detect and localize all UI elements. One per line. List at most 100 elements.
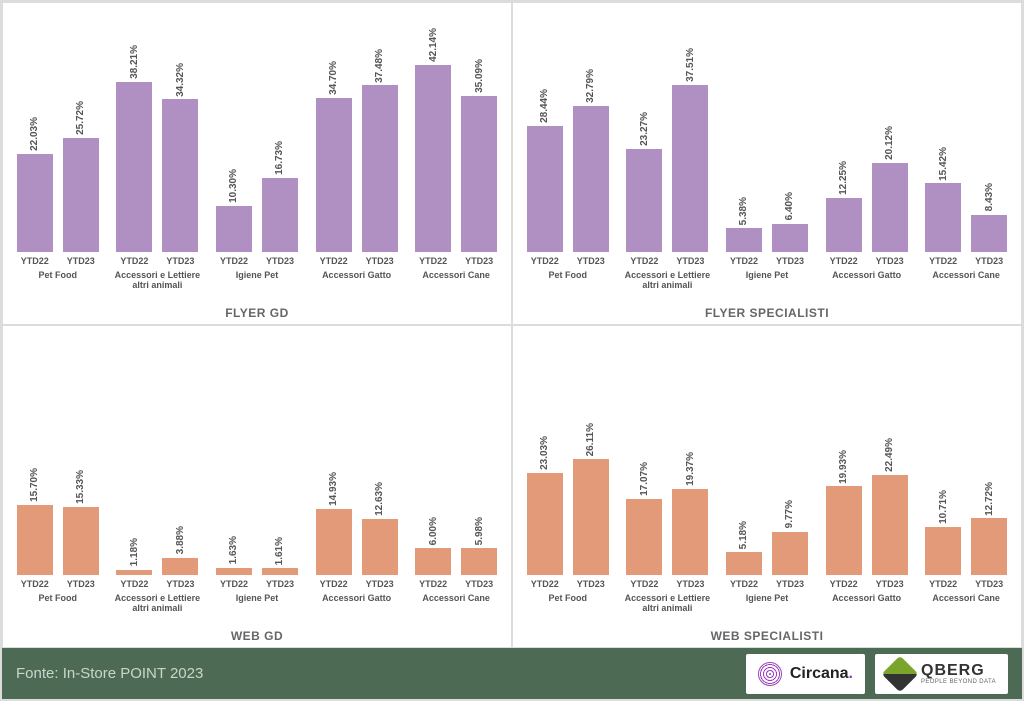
year-label: YTD22: [724, 579, 764, 589]
year-label: YTD23: [969, 579, 1009, 589]
bar: [672, 489, 708, 575]
year-label: YTD23: [459, 579, 499, 589]
bar: [116, 570, 152, 575]
year-row: YTD22YTD23: [411, 579, 501, 589]
year-label: YTD22: [525, 579, 565, 589]
bars-row: 19.93%22.49%: [822, 375, 912, 575]
category-label: Igiene Pet: [212, 593, 302, 625]
year-label: YTD22: [624, 256, 664, 266]
bar: [162, 99, 198, 252]
year-label: YTD22: [824, 579, 864, 589]
bars-row: 34.70%37.48%: [312, 52, 402, 252]
circana-mark-icon: [758, 662, 782, 686]
bar-wrap: 1.18%: [114, 538, 154, 575]
year-label: YTD23: [360, 579, 400, 589]
category-group: 1.18%3.88%YTD22YTD23Accessori e Lettiere…: [113, 375, 203, 625]
bars-row: 15.70%15.33%: [13, 375, 103, 575]
bar-wrap: 15.33%: [61, 470, 101, 575]
category-label: Accessori Cane: [411, 270, 501, 302]
year-label: YTD23: [459, 256, 499, 266]
bar-value-label: 9.77%: [784, 500, 795, 528]
bar-value-label: 14.93%: [328, 472, 339, 506]
bars-row: 5.18% 9.77%: [722, 375, 812, 575]
category-group: 34.70%37.48%YTD22YTD23Accessori Gatto: [312, 52, 402, 302]
category-group: 6.00%5.98% YTD22YTD23 Accessori Cane: [411, 375, 501, 625]
panel-web-gd: 15.70%15.33%YTD22YTD23Pet Food1.18%3.88%…: [2, 325, 512, 648]
bar-wrap: 3.88%: [160, 526, 200, 575]
logo-row: Circana. QBERG PEOPLE BEYOND DATA: [746, 654, 1008, 694]
category-group: 5.38%6.40%YTD22YTD23Igiene Pet: [722, 52, 812, 302]
bars-row: 6.00%5.98%: [411, 375, 501, 575]
bar: [573, 106, 609, 252]
year-label: YTD22: [413, 256, 453, 266]
bar-value-label: 32.79%: [585, 69, 596, 103]
bar: [626, 499, 662, 575]
bar-wrap: 23.03%: [525, 436, 565, 575]
panel-title: FLYER GD: [9, 306, 505, 320]
bar-wrap: 28.44%: [525, 89, 565, 252]
category-group: 15.42%8.43%YTD22YTD23Accessori Cane: [921, 52, 1011, 302]
year-row: YTD22 YTD23: [411, 256, 501, 266]
bars-row: 1.63%1.61%: [212, 375, 302, 575]
bar-wrap: 23.27%: [624, 112, 664, 252]
year-label: YTD23: [770, 256, 810, 266]
bar-value-label: 5.18%: [738, 521, 749, 549]
bar-wrap: 5.38%: [724, 197, 764, 252]
category-group: 12.25%20.12%YTD22YTD23Accessori Gatto: [822, 52, 912, 302]
bar-wrap: 8.43%: [969, 183, 1009, 252]
category-label: Pet Food: [523, 270, 613, 302]
category-label: Accessori Cane: [921, 593, 1011, 625]
bar-value-label: 22.03%: [29, 117, 40, 151]
chart-area: 23.03% 26.11% YTD22 YTD23 Pet Food 17.07%19.3…: [519, 334, 1015, 625]
bar-value-label: 5.98%: [474, 517, 485, 545]
bar-value-label: 25.72%: [75, 101, 86, 135]
category-label: Igiene Pet: [212, 270, 302, 302]
year-label: YTD22: [314, 579, 354, 589]
bar-value-label: 8.43%: [984, 183, 995, 211]
bar: [17, 154, 53, 252]
bar-wrap: 37.48%: [360, 49, 400, 252]
year-label: YTD22: [923, 579, 963, 589]
bars-row: 23.27%37.51%: [623, 52, 713, 252]
bar-wrap: 14.93%: [314, 472, 354, 575]
bar: [415, 65, 451, 252]
year-row: YTD22YTD23: [523, 256, 613, 266]
bar-value-label: 26.11%: [585, 423, 596, 456]
bar: [527, 473, 563, 575]
year-label: YTD22: [15, 579, 55, 589]
category-label: Pet Food: [13, 270, 103, 302]
category-label: Accessori Cane: [411, 593, 501, 625]
bar: [216, 568, 252, 575]
category-group: 17.07%19.37%YTD22YTD23Accessori e Lettie…: [623, 375, 713, 625]
category-label: Pet Food: [523, 593, 613, 625]
bar: [316, 509, 352, 575]
bars-row: 42.14%35.09%: [411, 52, 501, 252]
bar-value-label: 19.93%: [838, 450, 849, 484]
category-label: Accessori Cane: [921, 270, 1011, 302]
bars-row: 12.25%20.12%: [822, 52, 912, 252]
category-label: Accessori Gatto: [822, 593, 912, 625]
category-label: Accessori Gatto: [822, 270, 912, 302]
year-label: YTD23: [360, 256, 400, 266]
bar-wrap: 9.77%: [770, 500, 810, 575]
bar-wrap: 38.21%: [114, 45, 154, 252]
year-label: YTD23: [160, 256, 200, 266]
year-row: YTD22 YTD23: [523, 579, 613, 589]
category-label: Accessori e Lettiere altri animali: [113, 593, 203, 625]
year-label: YTD23: [571, 579, 611, 589]
bar-value-label: 6.40%: [784, 192, 795, 220]
bar-value-label: 15.42%: [938, 147, 949, 181]
bar-wrap: 16.73%: [260, 141, 300, 252]
bar-wrap: 12.25%: [824, 161, 864, 252]
bar: [772, 224, 808, 252]
bar-wrap: 5.18%: [724, 521, 764, 575]
year-label: YTD22: [624, 579, 664, 589]
bar-wrap: 12.63%: [360, 482, 400, 575]
bar: [925, 527, 961, 575]
source-text: Fonte: In-Store POINT 2023: [16, 665, 203, 682]
bars-row: 5.38% 6.40%: [722, 52, 812, 252]
bar-wrap: 12.72%: [969, 482, 1009, 575]
year-label: YTD22: [214, 579, 254, 589]
year-row: YTD22YTD23: [623, 256, 713, 266]
bars-row: 28.44% 32.79%: [523, 52, 613, 252]
